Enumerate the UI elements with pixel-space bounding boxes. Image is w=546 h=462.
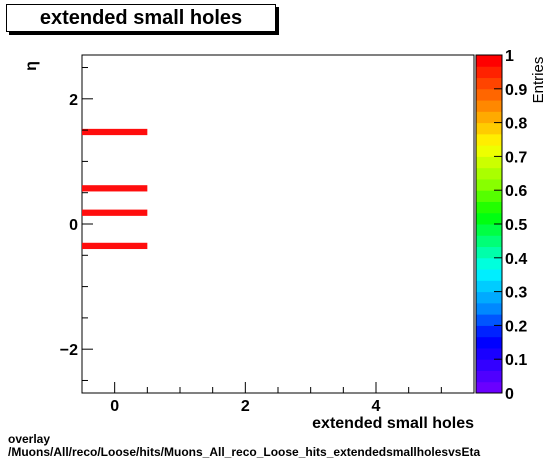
colorbar-swatch	[476, 381, 502, 394]
colorbar-label: Entries	[530, 57, 546, 104]
colorbar-swatch	[476, 145, 502, 157]
colorbar-swatch	[476, 347, 502, 360]
colorbar-swatch	[476, 224, 502, 236]
colorbar-swatch	[476, 280, 502, 293]
colorbar-swatch	[476, 122, 502, 135]
colorbar-swatch	[476, 302, 502, 315]
chart-title: extended small holes	[6, 4, 276, 32]
heatmap-cell-2	[82, 209, 148, 216]
colorbar-swatch	[476, 359, 502, 371]
colorbar-swatch	[476, 88, 502, 101]
footer-path-label: /Muons/All/reco/Loose/hits/Muons_All_rec…	[8, 445, 481, 459]
colorbar-tick-label: 0.1	[505, 352, 527, 369]
colorbar-swatch	[476, 178, 502, 191]
footer-overlay-label: overlay	[8, 432, 51, 446]
colorbar-tick-label: 0.8	[505, 116, 527, 133]
colorbar-swatch	[476, 370, 502, 383]
x-tick-label: 0	[110, 398, 119, 415]
y-tick-label: 2	[69, 92, 78, 109]
colorbar-swatch	[476, 77, 502, 90]
colorbar-swatch	[476, 246, 502, 259]
colorbar-tick-label: 0.5	[505, 217, 527, 234]
colorbar-tick-label: 0	[505, 386, 514, 403]
heatmap-cell-3	[82, 242, 148, 250]
colorbar-swatch	[476, 133, 502, 146]
heatmap-cell-1	[82, 185, 148, 192]
x-tick-label: 2	[241, 398, 250, 415]
colorbar-swatch	[476, 66, 502, 79]
y-tick-label: −2	[60, 342, 78, 359]
colorbar-tick-label: 0.2	[505, 318, 527, 335]
colorbar-swatch	[476, 111, 502, 124]
colorbar-swatch	[476, 325, 502, 338]
x-tick-label: 4	[372, 398, 381, 415]
colorbar-swatch	[476, 257, 502, 270]
colorbar-swatch	[476, 167, 502, 180]
colorbar-swatch	[476, 235, 502, 248]
colorbar-tick-label: 0.7	[505, 149, 527, 166]
plot-frame	[81, 54, 475, 394]
colorbar-swatch	[476, 190, 502, 202]
x-axis-label: extended small holes	[312, 415, 474, 432]
colorbar-tick-label: 0.6	[505, 183, 527, 200]
colorbar-swatch	[476, 314, 502, 326]
colorbar-swatch	[476, 201, 502, 214]
colorbar-tick-label: 0.4	[505, 251, 527, 268]
y-axis-label: η	[23, 61, 40, 71]
colorbar-swatch	[476, 291, 502, 304]
y-tick-label: 0	[69, 217, 78, 234]
heatmap-cell-0	[82, 128, 148, 136]
colorbar-swatch	[476, 55, 502, 67]
colorbar-tick-label: 0.9	[505, 82, 527, 99]
colorbar-swatch	[476, 336, 502, 349]
colorbar-swatch	[476, 100, 502, 112]
colorbar-tick-label: 1	[505, 48, 514, 65]
colorbar-swatch	[476, 156, 502, 169]
colorbar-tick-label: 0.3	[505, 285, 527, 302]
colorbar-swatch	[476, 212, 502, 225]
colorbar-swatch	[476, 269, 502, 281]
